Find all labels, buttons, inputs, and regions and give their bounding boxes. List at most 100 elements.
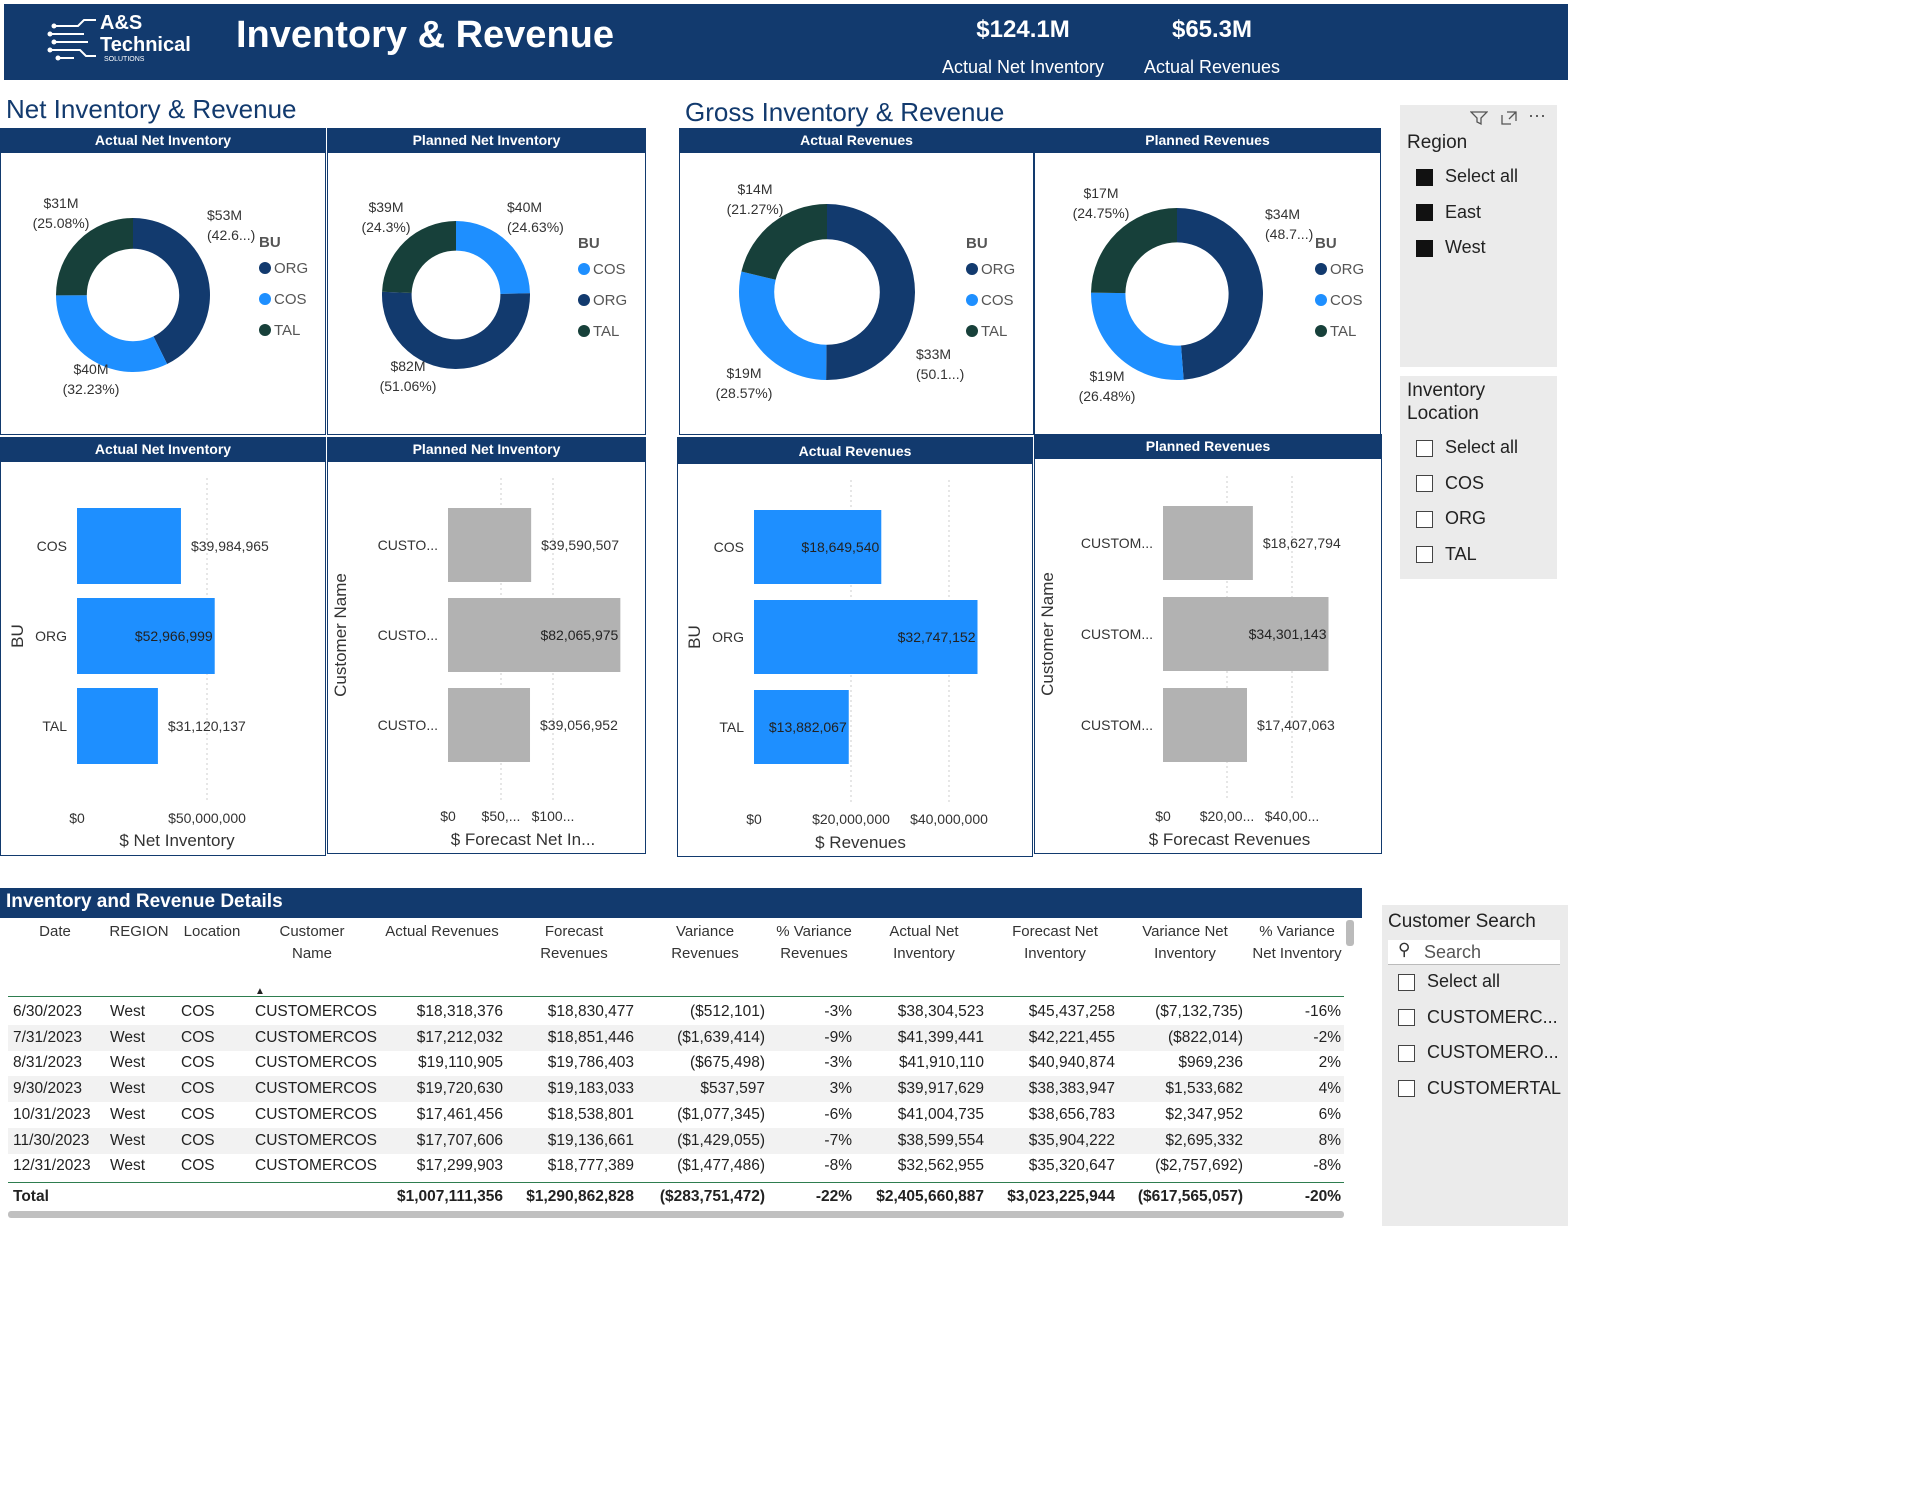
- donut-card-planned-revenues[interactable]: Planned Revenues $34M (48.7...) $19M (26.48…: [1034, 128, 1381, 435]
- slicer-item[interactable]: Select all: [1416, 166, 1518, 187]
- checkbox-checked[interactable]: [1416, 204, 1433, 222]
- more-options-icon[interactable]: ⋯: [1528, 106, 1546, 126]
- sort-ascending-icon[interactable]: ▲: [255, 986, 265, 997]
- column-header-label: REGION: [109, 923, 169, 940]
- bar-card-actual-revenues[interactable]: Actual Revenues $0 $20,000,000 $40,000,000…: [677, 437, 1033, 857]
- column-header[interactable]: Customer Name: [242, 921, 382, 965]
- slice-percent-label: (48.7...): [1265, 226, 1313, 242]
- table-cell: West: [110, 1028, 146, 1046]
- donut-slice-tal[interactable]: [56, 218, 133, 296]
- legend-item: ORG: [274, 260, 308, 277]
- bar-1[interactable]: [1163, 597, 1329, 671]
- donut-slice-org[interactable]: [826, 204, 915, 380]
- page-title: Inventory & Revenue: [236, 14, 614, 56]
- slicer-item[interactable]: CUSTOMERTAL: [1398, 1078, 1561, 1099]
- column-header[interactable]: REGION: [69, 921, 209, 943]
- slicer-title-location: Inventory: [1407, 380, 1486, 401]
- column-header[interactable]: Actual Net Inventory: [854, 921, 994, 965]
- column-header[interactable]: Location: [142, 921, 282, 943]
- bar-card-planned-revenues[interactable]: Planned Revenues $0 $20,00... $40,00... CUS…: [1034, 434, 1382, 854]
- column-header[interactable]: Actual Revenues: [372, 921, 512, 943]
- checkbox-unchecked[interactable]: [1398, 973, 1415, 991]
- slicer-item[interactable]: CUSTOMERO...: [1398, 1042, 1559, 1063]
- checkbox-unchecked[interactable]: [1398, 1009, 1415, 1027]
- legend-item: TAL: [274, 322, 300, 339]
- donut-slice-org[interactable]: [1177, 208, 1264, 380]
- legend-item: ORG: [593, 292, 627, 309]
- column-header[interactable]: % Variance Revenues: [744, 921, 884, 965]
- bar-card-planned-net-inventory[interactable]: Planned Net Inventory $0 $50,... $100... CU…: [327, 437, 646, 854]
- table-horizontal-scrollbar[interactable]: [8, 1211, 1344, 1218]
- table-cell: CUSTOMERCOS: [255, 1080, 378, 1098]
- bar-2[interactable]: [1163, 688, 1247, 762]
- table-cell: $19,720,630: [416, 1080, 503, 1098]
- customer-search-input[interactable]: ⚲ Search: [1388, 940, 1560, 965]
- donut-card-actual-net-inventory[interactable]: Actual Net Inventory $53M (42.6...) $40M (3…: [0, 128, 326, 435]
- checkbox-unchecked[interactable]: [1416, 510, 1433, 528]
- donut-slice-org[interactable]: [133, 218, 210, 365]
- x-tick-label: $100...: [532, 808, 575, 824]
- column-header[interactable]: Variance Net Inventory: [1115, 921, 1255, 965]
- table-vertical-scrollbar[interactable]: [1346, 920, 1354, 946]
- bar-0[interactable]: [448, 508, 532, 582]
- bar-1[interactable]: [754, 600, 978, 674]
- donut-slice-cos[interactable]: [456, 221, 530, 294]
- table-cell: $19,183,033: [547, 1080, 634, 1098]
- donut-slice-tal[interactable]: [1091, 208, 1177, 294]
- card-title: Planned Net Inventory: [328, 438, 645, 462]
- donut-slice-tal[interactable]: [382, 221, 456, 294]
- slicer-item[interactable]: Select all: [1398, 971, 1500, 992]
- focus-mode-icon[interactable]: [1500, 110, 1518, 126]
- table-cell: West: [110, 1054, 146, 1072]
- bar-2[interactable]: [77, 688, 158, 764]
- donut-chart: $33M (50.1...) $19M (28.57%) $14M (21.27%) BU O…: [716, 181, 1016, 401]
- slicer-item[interactable]: TAL: [1416, 544, 1477, 565]
- checkbox-unchecked[interactable]: [1398, 1044, 1415, 1062]
- slicer-item[interactable]: COS: [1416, 473, 1484, 494]
- checkbox-checked[interactable]: [1416, 239, 1433, 257]
- column-header[interactable]: Forecast Net Inventory: [985, 921, 1125, 965]
- column-header-label: % Variance Net Inventory: [1252, 923, 1342, 962]
- bar-1[interactable]: [448, 598, 621, 672]
- donut-slice-cos[interactable]: [56, 295, 168, 372]
- bar-2[interactable]: [754, 690, 849, 764]
- checkbox-unchecked[interactable]: [1416, 475, 1433, 493]
- donut-slice-org[interactable]: [382, 291, 530, 370]
- table-cell: $38,599,554: [897, 1131, 984, 1149]
- checkbox-checked[interactable]: [1416, 168, 1433, 186]
- column-header[interactable]: Date: [0, 921, 125, 943]
- table-row: [8, 1076, 1344, 1103]
- bar-2[interactable]: [448, 688, 531, 762]
- bar-0[interactable]: [77, 508, 181, 584]
- slicer-item[interactable]: East: [1416, 202, 1481, 223]
- slicer-item[interactable]: Select all: [1416, 437, 1518, 458]
- donut-card-actual-revenues[interactable]: Actual Revenues $33M (50.1...) $19M (28.57%…: [679, 128, 1034, 435]
- x-tick-label: $50,000,000: [168, 810, 246, 826]
- slicer-item[interactable]: ORG: [1416, 508, 1486, 529]
- donut-slice-cos[interactable]: [739, 271, 827, 380]
- slicer-item[interactable]: West: [1416, 237, 1486, 258]
- table-cell: COS: [181, 1157, 215, 1175]
- bar-1[interactable]: [77, 598, 215, 674]
- card-title: Actual Net Inventory: [1, 438, 325, 462]
- bar-0[interactable]: [754, 510, 882, 584]
- slice-value-label: $14M: [737, 181, 772, 197]
- checkbox-unchecked[interactable]: [1416, 546, 1433, 564]
- filter-icon[interactable]: [1470, 110, 1488, 126]
- legend-item: ORG: [1330, 261, 1364, 278]
- checkbox-unchecked[interactable]: [1416, 439, 1433, 457]
- bar-0[interactable]: [1163, 506, 1253, 580]
- donut-slice-cos[interactable]: [1091, 292, 1184, 380]
- slicer-item[interactable]: CUSTOMERC...: [1398, 1007, 1558, 1028]
- total-divider: [8, 1182, 1344, 1183]
- column-header[interactable]: Variance Revenues: [635, 921, 775, 965]
- bar-card-actual-net-inventory[interactable]: Actual Net Inventory $0 $50,000,000 COS $39…: [0, 437, 326, 856]
- table-cell: $38,304,523: [897, 1003, 984, 1020]
- checkbox-unchecked[interactable]: [1398, 1080, 1415, 1098]
- table-cell: $18,777,389: [547, 1157, 634, 1175]
- slice-percent-label: (26.48%): [1079, 388, 1136, 404]
- column-header[interactable]: % Variance Net Inventory: [1227, 921, 1367, 965]
- column-header[interactable]: Forecast Revenues: [504, 921, 644, 965]
- donut-slice-tal[interactable]: [741, 204, 827, 280]
- donut-card-planned-net-inventory[interactable]: Planned Net Inventory $40M (24.63%) $82M (5…: [327, 128, 646, 435]
